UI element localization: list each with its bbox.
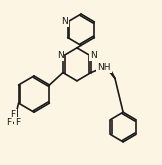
Text: F: F (6, 118, 12, 127)
Text: N: N (57, 51, 63, 60)
Text: NH: NH (97, 63, 111, 72)
Text: F: F (10, 110, 16, 119)
Text: N: N (61, 16, 68, 26)
Text: F: F (15, 118, 20, 127)
Text: N: N (91, 51, 97, 60)
